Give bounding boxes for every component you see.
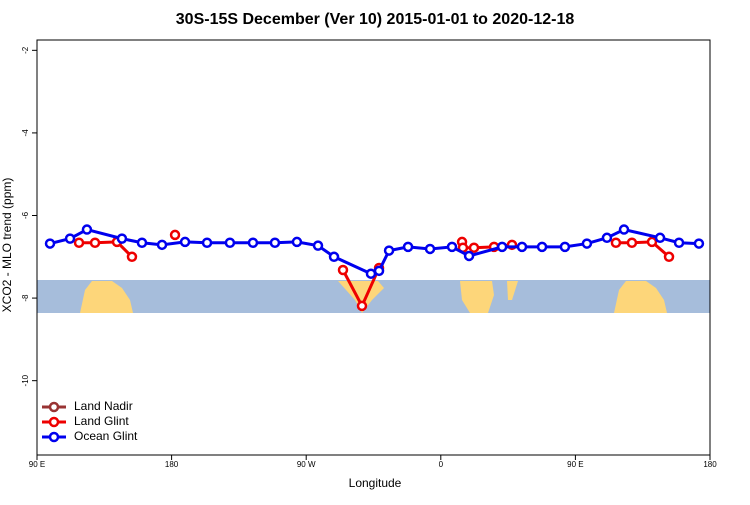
data-point <box>89 237 101 249</box>
y-tick-label: -4 <box>21 129 30 137</box>
data-point <box>291 236 303 248</box>
data-point <box>693 238 705 249</box>
data-point <box>463 250 475 262</box>
x-tick-label: 0 <box>439 460 444 469</box>
data-point <box>402 241 414 253</box>
legend-label: Ocean Glint <box>74 429 138 443</box>
x-axis-label: Longitude <box>349 476 402 490</box>
data-point <box>269 237 281 249</box>
legend-marker <box>48 401 60 413</box>
x-tick-label: 90 E <box>29 460 45 469</box>
data-point <box>559 241 571 253</box>
data-point <box>337 264 349 276</box>
data-point <box>646 236 658 248</box>
data-point <box>136 237 148 249</box>
legend-marker <box>48 431 60 443</box>
data-point <box>654 232 666 244</box>
y-tick-label: -8 <box>21 294 30 302</box>
data-point <box>156 239 168 251</box>
data-point <box>626 237 638 249</box>
data-point <box>247 237 259 249</box>
data-point <box>468 242 480 253</box>
y-tick-label: -10 <box>21 374 30 386</box>
data-point <box>581 238 593 249</box>
data-point <box>601 232 613 244</box>
data-point <box>179 236 191 248</box>
data-point <box>356 300 368 312</box>
data-point <box>224 237 236 249</box>
data-point <box>663 251 675 263</box>
data-point <box>516 241 528 253</box>
data-point <box>126 251 138 263</box>
data-point <box>116 233 128 244</box>
x-tick-label: 90 W <box>297 460 316 469</box>
legend-label: Land Nadir <box>74 399 133 413</box>
data-point <box>373 265 385 277</box>
y-axis-label: XCO2 - MLO trend (ppm) <box>0 178 14 313</box>
data-point <box>81 224 93 235</box>
x-tick-label: 180 <box>165 460 179 469</box>
y-tick-label: -2 <box>21 46 30 54</box>
chart-title: 30S-15S December (Ver 10) 2015-01-01 to … <box>176 11 575 28</box>
data-point <box>312 240 324 251</box>
data-point <box>424 243 436 255</box>
data-point <box>328 251 340 263</box>
data-point <box>201 237 213 249</box>
data-point <box>44 238 56 249</box>
data-point <box>673 237 685 249</box>
data-point <box>610 237 622 249</box>
data-point <box>73 237 85 249</box>
data-point <box>618 224 630 235</box>
x-tick-label: 180 <box>703 460 717 469</box>
data-point <box>383 245 395 256</box>
data-point <box>536 241 548 253</box>
map-background <box>37 280 710 313</box>
plot-frame <box>36 39 711 456</box>
data-point <box>169 229 181 241</box>
data-point <box>64 233 76 244</box>
x-tick-label: 90 E <box>567 460 583 469</box>
legend-marker <box>48 416 60 428</box>
data-point <box>496 241 508 253</box>
data-point <box>365 268 377 279</box>
data-point <box>446 241 458 253</box>
legend-label: Land Glint <box>74 414 129 428</box>
y-tick-label: -6 <box>21 211 30 219</box>
